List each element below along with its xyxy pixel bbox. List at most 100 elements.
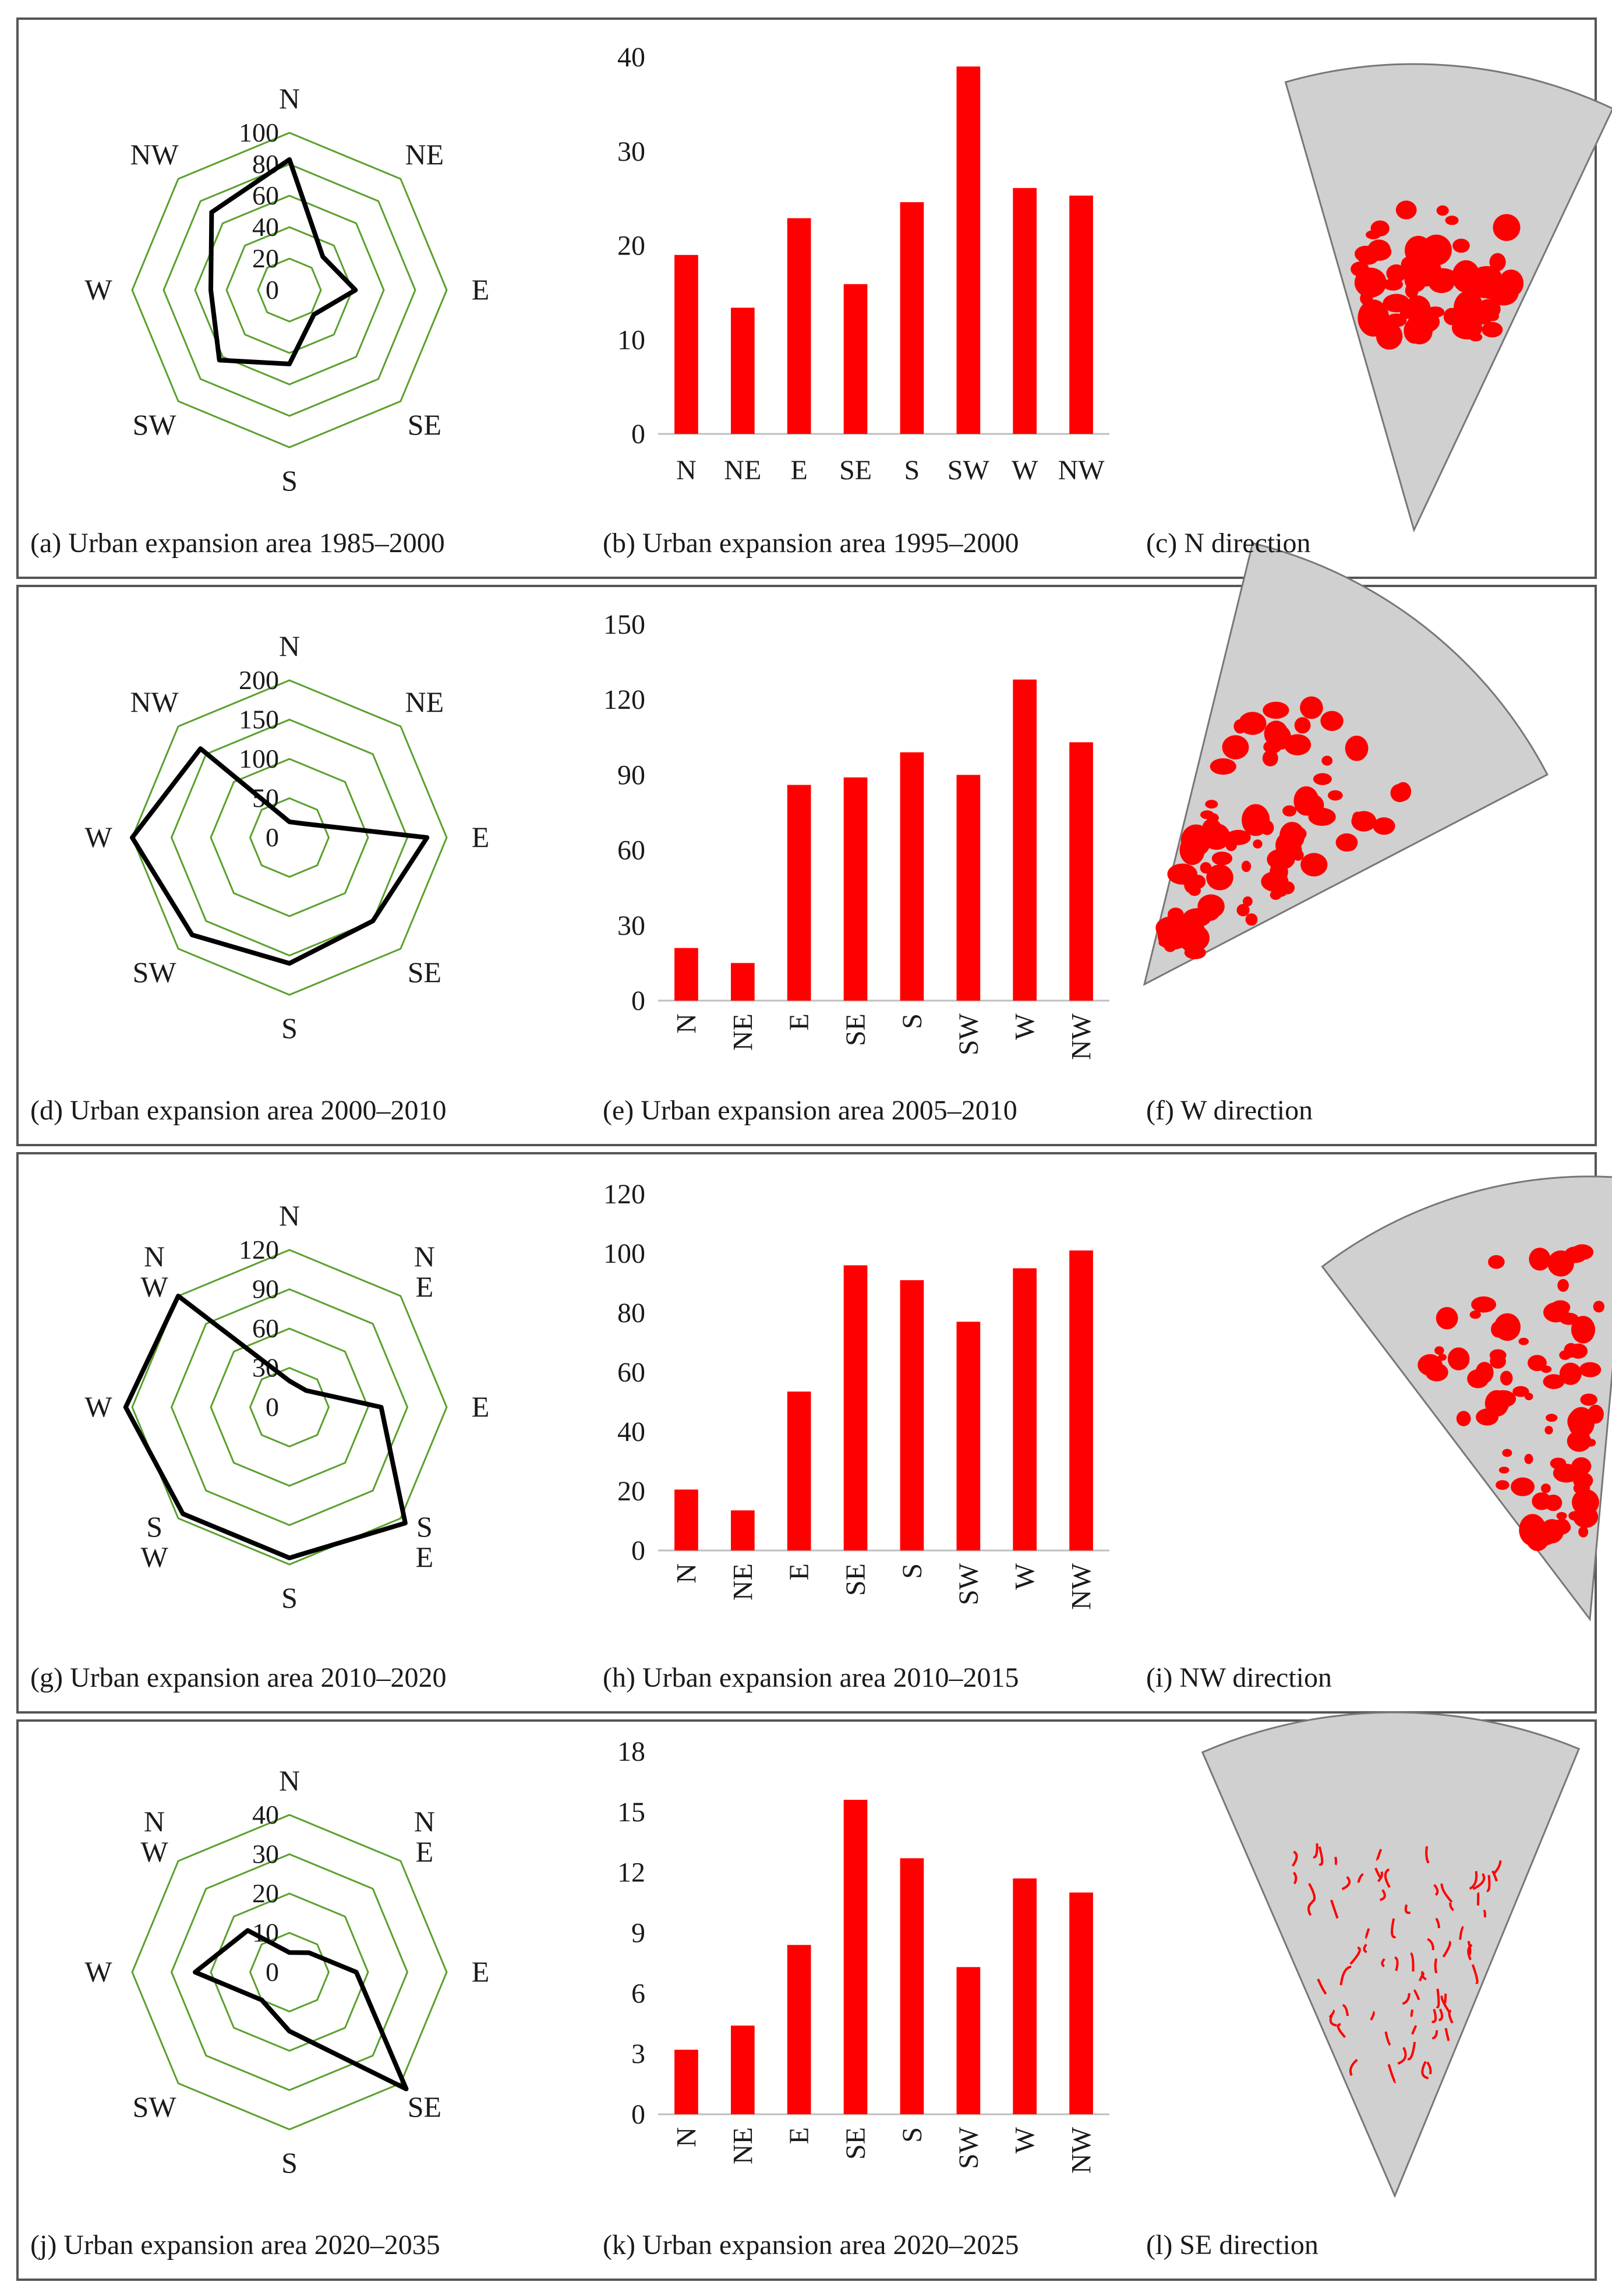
x-tick-label: E [791,455,808,486]
urban-patch [1253,839,1263,849]
radar-point-N [288,1379,291,1383]
urban-patch [1434,1958,1438,1974]
x-tick-label: SE [840,1563,871,1596]
urban-patch [1292,1871,1298,1885]
urban-patch [1307,1901,1313,1916]
urban-patch [1436,1988,1440,2008]
urban-patch [1329,2015,1337,2027]
urban-patch [1292,849,1304,861]
y-tick-label: 12 [617,1857,645,1888]
radar-direction-label: W [84,1390,112,1423]
sector-shape [1143,542,1549,986]
urban-patch [1407,2041,1416,2061]
urban-patch [1469,1871,1478,1890]
bar-NW [1069,1250,1093,1550]
urban-patch [1373,817,1395,835]
urban-patch [1434,1346,1444,1355]
urban-patch [1337,2023,1346,2039]
radar-direction-label: W [84,821,112,853]
urban-patch [1293,786,1319,816]
urban-patch [1410,2009,1414,2018]
bar-S [900,1280,924,1550]
urban-patch [1365,242,1392,261]
urban-patch [1540,1483,1551,1493]
urban-patch [1444,2027,1450,2041]
urban-patch [1345,736,1369,761]
urban-patch [1263,701,1289,719]
x-tick-label: SW [948,455,990,486]
bar-S [900,752,924,1001]
radar-direction-label: S [281,1012,298,1044]
urban-patch [1580,1393,1597,1406]
urban-patch [1349,1947,1361,1965]
y-tick-label: 10 [617,324,645,355]
x-tick-label: SW [953,2127,984,2169]
urban-patch [1436,1307,1458,1330]
radar-direction-label: N [414,1240,435,1273]
urban-patch [1556,1512,1567,1520]
caption-i: (i) NW direction [1146,1662,1332,1693]
urban-patch [1449,1902,1455,1912]
sector-shape [1284,63,1612,533]
urban-patch [1489,253,1506,271]
urban-patch [1342,2004,1349,2016]
urban-patch [1471,1964,1479,1984]
urban-patch [1544,1426,1553,1435]
urban-patch [1518,1337,1529,1345]
urban-patch [1404,1904,1411,1914]
urban-patch [1426,2061,1432,2075]
bar-chart-h: 0 20 40 60 80 100 120 N NE E SE S SW W NW [603,1179,1109,1610]
urban-patch [1281,881,1295,895]
urban-patch [1300,853,1328,877]
urban-patch [1435,1917,1440,1928]
radar-point-W [209,288,213,292]
x-tick-label: N [671,1013,702,1034]
y-tick-label: 90 [617,760,645,790]
radar-tick-label: 20 [252,1878,279,1908]
urban-patch [1320,711,1344,732]
y-tick-label: 120 [603,1179,645,1210]
urban-patch [1436,205,1449,216]
radar-direction-label: N [144,1805,165,1838]
radar-point-SW [181,1512,185,1516]
y-tick-label: 20 [617,1476,645,1507]
y-tick-label: 80 [617,1298,645,1329]
urban-patch [1440,1995,1451,2013]
y-tick-label: 40 [617,1417,645,1447]
radar-tick-label: 150 [239,705,279,734]
caption-d: (d) Urban expansion area 2000–2010 [30,1095,446,1126]
urban-patch [1467,1944,1473,1961]
urban-patch [1205,800,1218,809]
urban-patch [1236,904,1250,917]
x-tick-label: W [1010,2127,1041,2153]
radar-tick-label: 60 [252,181,279,210]
radar-point-SW [260,1998,264,2002]
urban-patch [1210,758,1236,775]
urban-patch [1402,1993,1410,2005]
radar-direction-label: W [140,1835,168,1868]
radar-tick-label: 120 [239,1235,279,1264]
radar-tick-label: 40 [252,212,279,242]
radar-point-NE [301,822,305,826]
x-tick-label: SW [953,1563,984,1605]
urban-patch [1524,1393,1533,1401]
caption-j: (j) Urban expansion area 2020–2035 [30,2230,440,2260]
radar-direction-label: E [472,1390,490,1423]
urban-patch [1442,1940,1451,1958]
y-tick-label: 30 [617,910,645,941]
radar-point-NE [307,1951,311,1955]
urban-patch [1211,852,1233,866]
sector-map-f [1143,542,1549,986]
urban-patch [1425,1846,1430,1864]
urban-patch [1365,315,1379,324]
urban-patch [1543,1302,1569,1323]
urban-patch [1431,2030,1438,2040]
y-tick-label: 0 [631,419,645,450]
urban-patch [1384,1868,1391,1888]
radar-direction-label: SE [408,408,441,441]
y-tick-label: 60 [617,1357,645,1388]
urban-patch [1308,1882,1316,1903]
urban-patch [1586,1439,1596,1447]
urban-patch [1488,1255,1505,1269]
